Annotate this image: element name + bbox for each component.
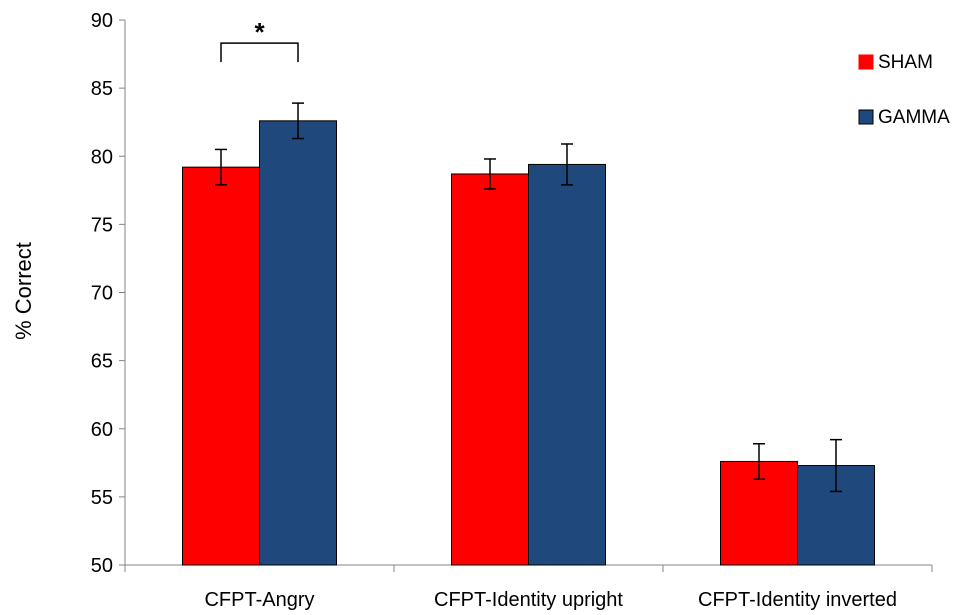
y-axis-label: % Correct — [11, 242, 36, 340]
x-tick-label: CFPT-Identity inverted — [698, 589, 897, 611]
bar-sham — [451, 173, 529, 566]
y-tick-label: 85 — [91, 78, 113, 100]
y-tick-label: 70 — [91, 283, 113, 305]
x-tick-label: CFPT-Identity upright — [434, 589, 623, 611]
y-tick-label: 55 — [91, 487, 113, 509]
y-tick-label: 75 — [91, 214, 113, 236]
y-axis: 50 55 60 65 70 75 80 85 90 — [91, 10, 126, 577]
y-tick-label: 50 — [91, 555, 113, 577]
legend: SHAM GAMMA — [858, 52, 950, 128]
x-tick-label: CFPT-Angry — [204, 589, 314, 611]
significance-star: * — [254, 17, 265, 47]
bars — [182, 120, 875, 566]
x-axis: CFPT-Angry CFPT-Identity upright CFPT-Iden… — [124, 564, 933, 611]
bar-gamma — [259, 120, 337, 566]
bar-sham — [182, 166, 260, 566]
error-bars — [215, 102, 842, 493]
significance-annotations: * — [220, 17, 299, 63]
bar-gamma — [528, 163, 606, 566]
legend-swatch-sham — [858, 54, 874, 70]
legend-label-sham: SHAM — [878, 52, 933, 73]
y-tick-label: 60 — [91, 419, 113, 441]
legend-swatch-gamma — [858, 109, 874, 125]
significance-bracket — [220, 42, 299, 63]
y-tick-label: 65 — [91, 351, 113, 373]
legend-label-gamma: GAMMA — [878, 107, 950, 128]
y-tick-label: 90 — [91, 10, 113, 32]
y-tick-label: 80 — [91, 146, 113, 168]
